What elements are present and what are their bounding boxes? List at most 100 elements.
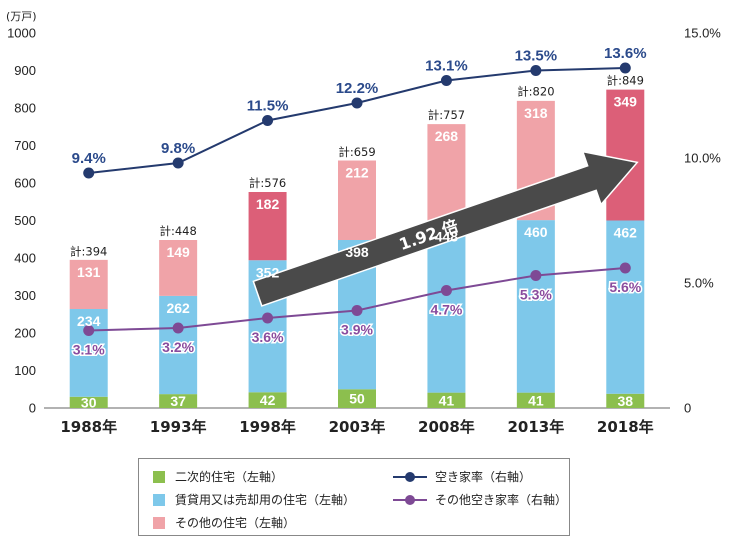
right-tick-label: 15.0% <box>684 26 721 41</box>
vacancy-rate-label: 13.5% <box>515 48 558 65</box>
bar-segment <box>606 393 645 408</box>
segment-value-label: 30 <box>81 394 97 410</box>
left-tick-label: 500 <box>14 213 36 228</box>
segment-value-label: 448 <box>435 229 459 245</box>
legend-item-vacancy-rate: 空き家率（右軸） <box>393 468 531 485</box>
total-label: 計:448 <box>159 224 196 238</box>
segment-value-label: 318 <box>524 105 548 121</box>
legend-label-other-housing: その他の住宅（左軸） <box>175 516 296 530</box>
total-label: 計:820 <box>517 85 554 99</box>
legend-item-rental-sale-housing: 賃貸用又は売却用の住宅（左軸） <box>153 491 355 508</box>
bar-segment <box>516 392 555 408</box>
bar-segment <box>248 392 287 408</box>
x-tick-label: 1993年 <box>150 418 207 436</box>
bar-segment <box>159 394 198 408</box>
left-tick-label: 0 <box>29 401 36 416</box>
vacancy-rate-label: 9.8% <box>161 140 195 157</box>
segment-value-label: 212 <box>345 165 369 181</box>
rate-lines <box>83 62 631 336</box>
total-label: 計:849 <box>607 74 644 88</box>
legend-label-other-vacancy-rate: その他空き家率（右軸） <box>435 493 568 507</box>
segment-value-label: 262 <box>166 300 190 316</box>
left-tick-label: 100 <box>14 363 36 378</box>
right-tick-label: 0 <box>684 401 691 416</box>
left-tick-label: 200 <box>14 326 36 341</box>
bar-segment <box>159 295 198 395</box>
x-tick-label: 2013年 <box>507 418 564 436</box>
left-tick-label: 300 <box>14 288 36 303</box>
bar-segment <box>338 389 376 408</box>
vacancy-rate-label: 12.2% <box>336 80 379 97</box>
vacancy-rate-point <box>440 75 452 86</box>
bar-segment <box>427 124 466 225</box>
vacancy-rate-label: 13.1% <box>425 58 468 75</box>
left-tick-label: 800 <box>14 101 36 116</box>
bar-segment <box>427 392 466 408</box>
vacancy-rate-point <box>351 97 363 109</box>
total-label: 計:576 <box>249 176 286 190</box>
vacancy-rate-point <box>83 167 95 179</box>
bar-segment <box>159 240 198 296</box>
left-tick-label: 400 <box>14 251 36 266</box>
other-vacancy-rate-label: 3.2% <box>162 339 194 355</box>
other-vacancy-rate-label: 4.7% <box>430 302 462 318</box>
segment-value-label: 149 <box>166 244 190 260</box>
segment-value-label: 352 <box>256 264 280 280</box>
other-vacancy-rate-point <box>172 322 184 334</box>
segment-value-label: 131 <box>77 264 101 280</box>
vacancy-rate-label: 11.5% <box>247 98 289 115</box>
legend-symbol-other-vacancy-rate <box>393 494 427 506</box>
growth-arrow-shape <box>252 150 639 307</box>
growth-arrow: 1.92 倍 <box>252 150 639 307</box>
legend: 二次的住宅（左軸） 賃貸用又は売却用の住宅（左軸） その他の住宅（左軸） 空き家… <box>138 458 570 536</box>
axes: (万戸) 0 100 200 300 400 500 600 700 800 900 1000 0 5.0… <box>6 10 721 436</box>
x-tick-label: 2008年 <box>418 418 475 436</box>
segment-value-label: 268 <box>435 128 459 144</box>
bar-segment <box>516 220 555 393</box>
bar-segment <box>69 309 108 397</box>
total-label: 計:757 <box>428 108 465 122</box>
x-tick-label: 1988年 <box>60 418 117 436</box>
left-tick-label: 900 <box>14 63 36 78</box>
vacancy-rate-point <box>530 65 542 76</box>
legend-label-secondary-housing: 二次的住宅（左軸） <box>175 470 284 484</box>
segment-value-label: 234 <box>77 313 101 329</box>
segment-value-label: 182 <box>256 196 280 212</box>
segment-value-label: 460 <box>524 224 548 240</box>
other-vacancy-rate-label: 3.6% <box>252 329 284 345</box>
other-vacancy-rate-label: 5.6% <box>609 279 641 295</box>
vacancy-rate-point <box>172 157 184 169</box>
other-vacancy-rate-label: 5.3% <box>520 287 552 303</box>
left-tick-label: 1000 <box>7 26 36 41</box>
left-axis-unit: (万戸) <box>6 10 37 23</box>
left-tick-label: 600 <box>14 176 36 191</box>
segment-value-label: 50 <box>349 391 365 407</box>
other-vacancy-rate-point <box>262 312 274 324</box>
vacancy-rate-point <box>262 115 274 126</box>
other-vacancy-rate-point <box>351 305 363 316</box>
legend-swatch-other-housing <box>153 516 165 529</box>
other-vacancy-rate-point <box>619 262 631 274</box>
legend-swatch-secondary-housing <box>153 470 165 483</box>
segment-value-label: 398 <box>345 244 369 260</box>
legend-label-vacancy-rate: 空き家率（右軸） <box>435 470 532 484</box>
segment-value-label: 41 <box>528 392 544 408</box>
bar-segment <box>606 220 645 394</box>
vacancy-rate-label: 9.4% <box>72 150 106 167</box>
other-vacancy-rate-label: 3.1% <box>73 342 105 358</box>
segment-value-label: 38 <box>617 393 633 409</box>
total-label: 計:659 <box>338 145 375 159</box>
vacancy-rate-point <box>619 62 631 74</box>
legend-item-secondary-housing: 二次的住宅（左軸） <box>153 468 283 485</box>
bar-segment <box>606 89 645 221</box>
right-tick-label: 10.0% <box>684 151 721 166</box>
bar-segment <box>69 396 108 408</box>
data-labels: 30 234 131 計:394 37 262 149 計:448 42 352 182 計:576 5… <box>70 45 647 410</box>
segment-value-label: 41 <box>439 392 455 408</box>
legend-item-other-vacancy-rate: その他空き家率（右軸） <box>393 491 567 508</box>
legend-symbol-vacancy-rate <box>393 471 427 483</box>
segment-value-label: 349 <box>614 94 638 110</box>
bar-segment <box>338 160 376 240</box>
bar-segment <box>248 192 287 261</box>
other-vacancy-rate-label: 3.9% <box>341 322 373 338</box>
